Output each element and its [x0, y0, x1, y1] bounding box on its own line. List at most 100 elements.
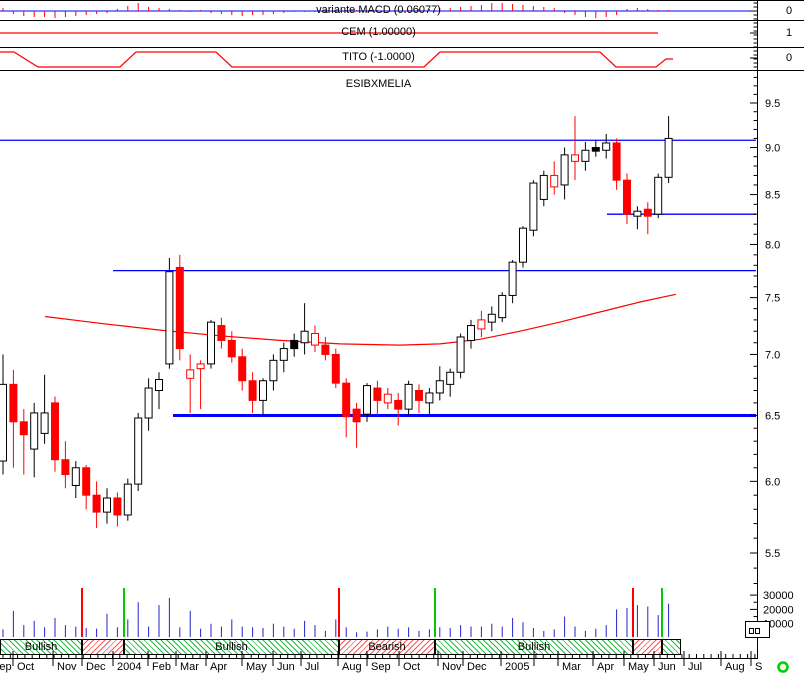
macd-axis-value: 0	[786, 5, 793, 17]
price-tick-label: 9.0	[765, 143, 780, 155]
candle-body	[363, 385, 371, 415]
price-tick-label: 7.0	[765, 349, 780, 361]
status-ring-icon	[777, 661, 789, 673]
price-tick-label: 9.5	[765, 98, 780, 110]
candle-body	[425, 392, 434, 404]
month-label: Mar	[180, 661, 199, 673]
candle-body	[654, 176, 663, 215]
volume-tick-label: 30000	[763, 590, 794, 602]
band-bullish: Bullish	[0, 639, 82, 655]
band-label: Bullish	[517, 641, 551, 653]
month-label: Jul	[688, 661, 702, 673]
month-label: Apr	[597, 661, 614, 673]
candle-body	[404, 383, 413, 410]
candle-body	[155, 379, 163, 392]
candle-body	[300, 330, 309, 344]
month-label: Sep	[0, 661, 12, 673]
month-label: Aug	[342, 661, 362, 673]
month-label: Mar	[562, 661, 581, 673]
candle-body	[227, 339, 236, 358]
band-bearish	[633, 639, 662, 655]
month-label: May	[628, 661, 649, 673]
tito-axis-value: 0	[786, 52, 793, 64]
candle-body	[238, 356, 247, 382]
candle-body	[9, 383, 18, 423]
month-label: Nov	[57, 661, 77, 673]
candle-body	[248, 380, 257, 401]
band-bullish: Bullish	[124, 639, 339, 655]
tito-line	[0, 51, 673, 68]
candle-body	[477, 319, 486, 330]
candle-body	[643, 208, 652, 217]
candle-body	[144, 387, 153, 419]
price-tick-label: 6.5	[765, 410, 780, 422]
candle-body	[446, 371, 455, 385]
candle-body	[259, 380, 267, 401]
candle-body	[134, 417, 143, 485]
candle-body	[51, 402, 59, 461]
candle-body	[207, 321, 215, 365]
candle-body	[175, 266, 184, 350]
candle-body	[602, 142, 611, 151]
candle-body	[529, 182, 538, 231]
candle-body	[311, 333, 319, 346]
candle-body	[113, 497, 122, 516]
volume-tick-label: 10000	[763, 619, 794, 631]
candle-body	[40, 412, 49, 434]
month-label: Jun	[658, 661, 676, 673]
month-label: Nov	[442, 661, 462, 673]
candle-body	[415, 390, 423, 401]
candle-body	[664, 137, 673, 178]
candle-body	[103, 497, 111, 513]
candle-body	[539, 174, 548, 200]
candle-body	[373, 387, 382, 401]
candle-body	[92, 494, 101, 513]
candle-body	[30, 412, 39, 450]
candle-body	[165, 271, 174, 365]
band-label: Bullish	[24, 641, 58, 653]
month-label: 2005	[505, 661, 529, 673]
candle-body	[123, 483, 132, 516]
candle-body	[331, 353, 340, 384]
month-label: 2004	[117, 661, 141, 673]
candle-body	[519, 227, 527, 263]
cem-axis-value: 1	[786, 27, 793, 39]
candle-body	[383, 393, 392, 404]
artifact-square-icon	[755, 628, 760, 634]
month-label: Oct	[17, 661, 34, 673]
month-label: Sep	[371, 661, 391, 673]
candle-body	[186, 369, 195, 379]
candle-body	[269, 359, 278, 382]
candle-body	[571, 154, 579, 162]
candle-body	[352, 408, 361, 423]
candle-body	[435, 380, 444, 394]
candle-body	[508, 261, 517, 296]
candle-body	[217, 325, 226, 341]
candle-body	[0, 383, 7, 462]
month-label: Dec	[86, 661, 106, 673]
price-tick-label: 8.5	[765, 190, 780, 202]
price-tick-label: 7.5	[765, 293, 780, 305]
candle-body	[498, 294, 507, 319]
price-tick-label: 6.0	[765, 476, 780, 488]
candle-body	[623, 179, 631, 215]
candle-body	[550, 174, 559, 188]
month-label: Feb	[152, 661, 171, 673]
band-label: Bullish	[215, 641, 248, 653]
month-label: Aug	[725, 661, 745, 673]
candle-body	[342, 382, 351, 418]
artifact-square-icon	[749, 628, 754, 634]
candle-body	[394, 399, 403, 410]
candle-body	[61, 459, 70, 476]
candle-body	[321, 344, 330, 355]
band-bullish	[662, 639, 681, 655]
volume-tick-label: 20000	[763, 604, 794, 616]
month-label: Dec	[467, 661, 487, 673]
candle-body	[467, 325, 475, 341]
candle-body	[279, 348, 288, 361]
candle-body	[487, 313, 496, 323]
month-label: Oct	[403, 661, 420, 673]
month-label: S	[755, 661, 762, 673]
